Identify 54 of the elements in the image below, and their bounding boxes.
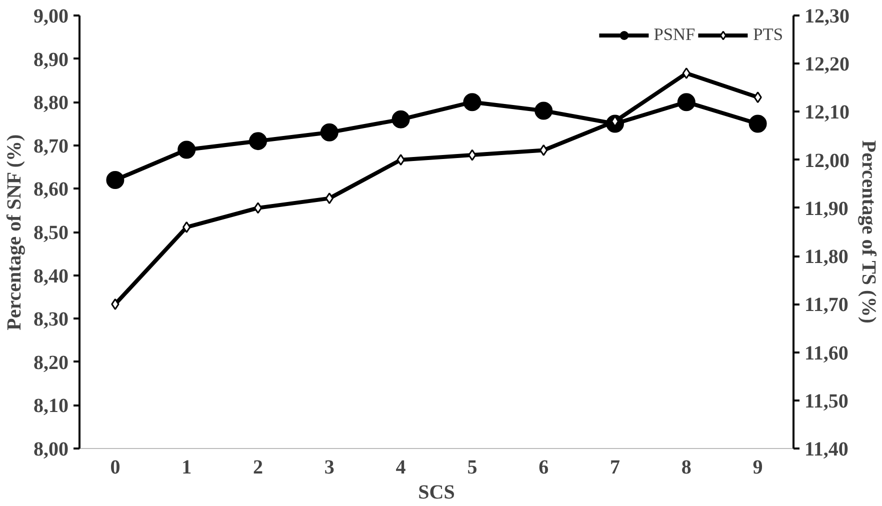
y-tick-label: 8,70 [34, 135, 68, 158]
point [463, 93, 482, 112]
x-tick-label: 2 [253, 456, 263, 478]
y2-tick-label: 11,90 [804, 198, 848, 220]
point [325, 192, 334, 204]
y-axis-title: Percentage of SNF (%) [4, 134, 26, 330]
x-tick-label: 3 [324, 456, 334, 478]
x-tick-label: 9 [752, 456, 763, 478]
point [182, 221, 191, 233]
y2-tick-label: 11,40 [804, 438, 848, 460]
point [254, 202, 262, 214]
y-tick-label: 8,40 [34, 265, 68, 288]
x-tick-label: 6 [538, 456, 549, 478]
point [748, 114, 767, 133]
y-tick-label: 8,00 [34, 438, 68, 460]
y-tick-label: 9,00 [34, 6, 68, 28]
point [396, 154, 405, 166]
y2-tick-label: 12,00 [804, 150, 850, 172]
point [392, 110, 410, 128]
y2-tick-label: 11,80 [804, 246, 848, 268]
y-tick-label: 8,30 [34, 308, 68, 331]
x-tick-label: 4 [396, 456, 406, 478]
y2-tick-label: 11,70 [804, 294, 848, 316]
y2-tick-label: 11,50 [804, 390, 848, 412]
point [178, 140, 196, 159]
y-tick-label: 8,20 [34, 352, 68, 374]
point [682, 67, 690, 79]
x-tick-label: 1 [182, 456, 192, 478]
point [677, 93, 696, 112]
y-tick-label: 8,80 [34, 92, 68, 114]
x-tick-label: 8 [681, 456, 692, 478]
y-tick-label: 8,90 [34, 48, 68, 71]
point [249, 132, 267, 150]
y-tick-label: 8,10 [34, 395, 68, 418]
legend-label: PTS [753, 25, 783, 45]
y-tick-label: 8,50 [34, 222, 68, 244]
x-tick-label: 5 [467, 456, 478, 478]
y2-tick-label: 12,20 [804, 54, 850, 76]
point [534, 102, 553, 120]
point [111, 298, 120, 310]
point [468, 149, 476, 161]
y2-tick-label: 12,10 [804, 102, 850, 124]
x-tick-label: 7 [610, 456, 620, 478]
y2-axis-title: Percentage of TS (%) [858, 140, 880, 324]
point [540, 144, 548, 156]
x-axis-title: SCS [418, 482, 455, 504]
point [754, 92, 762, 104]
y2-tick-label: 11,60 [804, 342, 848, 364]
y-tick-label: 8,60 [34, 178, 68, 201]
x-tick-label: 0 [110, 456, 120, 478]
legend-label: PSNF [654, 25, 696, 45]
point [106, 171, 124, 190]
point [320, 123, 338, 142]
y2-tick-label: 12,30 [804, 6, 850, 28]
